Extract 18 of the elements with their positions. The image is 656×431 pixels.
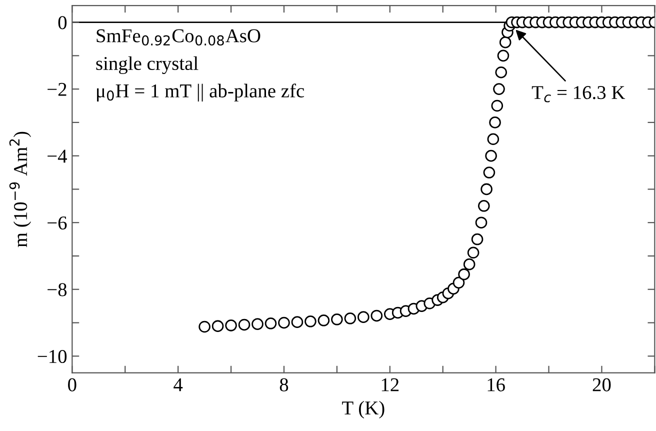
x-tick-label: 4: [174, 378, 183, 392]
annotation: T$_{c}$ = 16.3 K: [532, 86, 626, 102]
y-tick-label: −8: [48, 283, 67, 296]
x-tick-label: 20: [592, 378, 611, 392]
annotation: μ$_{0}$H = 1 mT || ab-plane zfc: [97, 84, 304, 102]
y-tick-label: 0: [58, 16, 67, 30]
y-tick-label: −6: [48, 216, 67, 230]
x-tick-label: 0: [68, 378, 76, 392]
x-axis-title: T (K): [342, 400, 384, 418]
annotation: single crystal: [96, 56, 198, 74]
y-tick-label: −2: [48, 82, 66, 96]
x-tick-label: 12: [382, 378, 399, 392]
x-tick-label: 16: [488, 378, 505, 392]
annotation: SmFe$_{0.92}$Co$_{0.08}$AsO: [96, 29, 260, 46]
y-axis-title: m (10$^{−9}$ Am$^{2}$): [9, 132, 32, 248]
x-tick-label: 8: [280, 378, 288, 392]
y-tick-label: −4: [48, 150, 67, 163]
y-tick-label: −10: [38, 350, 67, 364]
